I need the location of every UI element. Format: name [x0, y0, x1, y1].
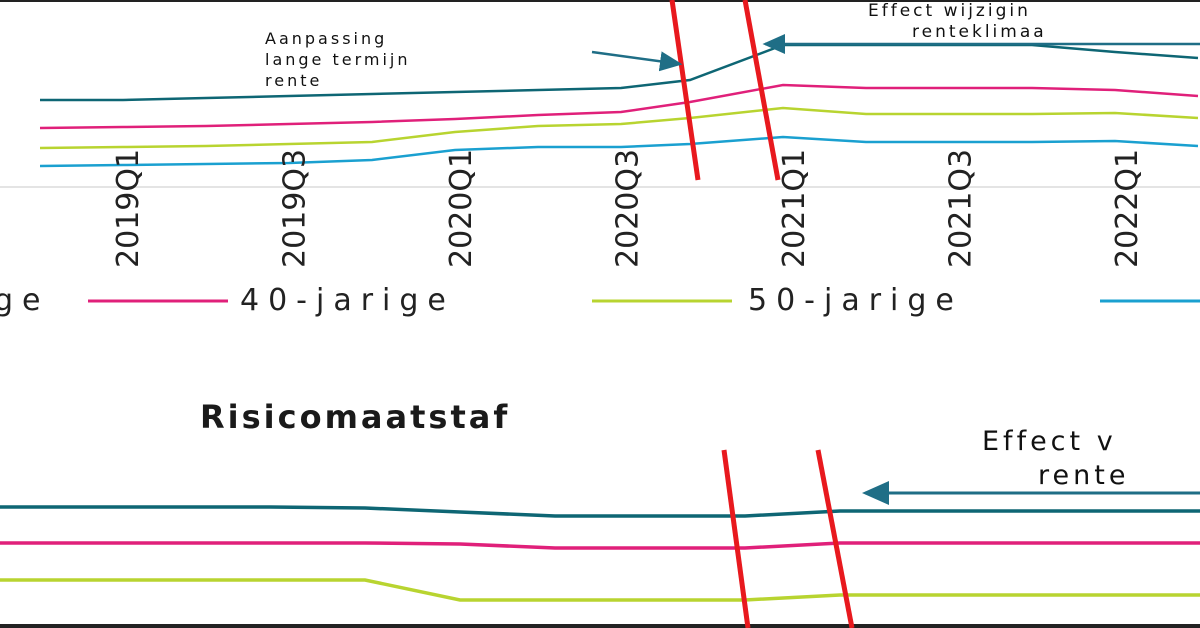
top-series-line-1 [40, 43, 1199, 102]
x-tick-label: 2021Q1 [777, 149, 812, 268]
top-series-line-4 [39, 135, 1199, 168]
chart-title: Risicomaatstaf [200, 398, 510, 436]
top-series-line-3 [39, 106, 1199, 150]
annotation-bottom-line-1: Effect v [982, 426, 1117, 457]
x-tick-label: 2020Q3 [611, 149, 646, 268]
marker-line-3 [721, 449, 751, 628]
x-tick-label: 2019Q1 [111, 149, 146, 268]
annotation-left-line-2: lange termijn [265, 50, 411, 69]
marker-line-4 [815, 449, 855, 628]
x-tick-label: 2021Q3 [944, 149, 979, 268]
annotation-left-line-1: Aanpassing [265, 29, 387, 48]
marker-line-1 [669, 0, 701, 181]
bottom-series-line-2 [0, 541, 1200, 550]
annotation-right-line-1: Effect wijzigin [868, 1, 1031, 21]
bottom-series-line-1 [0, 505, 1200, 518]
bottom-series-line-3 [0, 578, 1200, 602]
x-tick-label: 2020Q1 [444, 149, 479, 268]
marker-line-2 [742, 0, 781, 181]
annotation-bottom-line-2: rente [1038, 460, 1129, 491]
bottom-border [0, 624, 1200, 628]
annotation-arrow-left [591, 50, 683, 72]
annotation-right-line-2: renteklimaa [912, 22, 1047, 42]
x-tick-label: 2022Q1 [1110, 149, 1145, 268]
annotation-left-line-3: rente [265, 71, 322, 90]
top-border [0, 0, 1200, 2]
legend-label-1: ge [0, 283, 50, 318]
top-series-line-2 [39, 83, 1199, 130]
x-tick-label: 2019Q3 [278, 149, 313, 268]
legend-label-3: 50-jarige [748, 283, 963, 318]
legend-label-2: 40-jarige [240, 283, 455, 318]
